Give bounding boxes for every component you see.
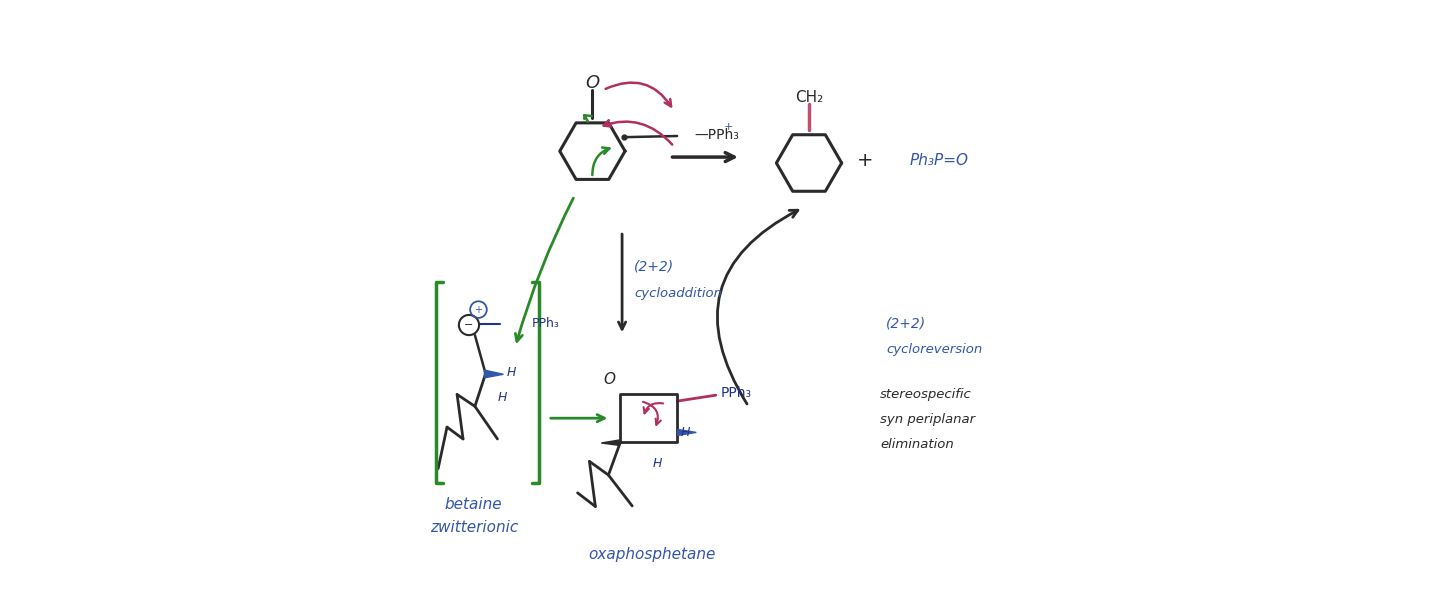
Text: −: − <box>464 320 474 330</box>
Text: syn periplanar: syn periplanar <box>880 413 975 426</box>
Text: PPh₃: PPh₃ <box>720 386 752 400</box>
Polygon shape <box>678 429 697 435</box>
Text: Ph₃P=O: Ph₃P=O <box>910 153 969 168</box>
Text: H: H <box>507 366 516 379</box>
Text: H: H <box>497 391 507 404</box>
Text: H: H <box>652 457 662 470</box>
Text: +: + <box>724 122 733 132</box>
Text: +: + <box>474 304 482 314</box>
Text: stereospecific: stereospecific <box>880 388 972 401</box>
Text: O: O <box>585 74 599 92</box>
Text: O: O <box>603 372 615 387</box>
Text: zwitterionic: zwitterionic <box>429 521 518 536</box>
Text: cycloreversion: cycloreversion <box>886 343 982 356</box>
Text: —PPh₃: —PPh₃ <box>696 128 740 142</box>
Text: PPh₃: PPh₃ <box>531 317 560 330</box>
Text: H: H <box>680 426 690 439</box>
Polygon shape <box>602 440 619 446</box>
Text: (2+2): (2+2) <box>634 260 674 274</box>
Text: elimination: elimination <box>880 438 953 451</box>
Text: CH₂: CH₂ <box>795 90 824 105</box>
Polygon shape <box>484 370 504 378</box>
Text: cycloaddition: cycloaddition <box>634 287 721 300</box>
Text: betaine: betaine <box>445 497 503 512</box>
Text: +: + <box>857 150 874 170</box>
Text: (2+2): (2+2) <box>886 316 926 330</box>
Text: oxaphosphetane: oxaphosphetane <box>588 547 716 562</box>
